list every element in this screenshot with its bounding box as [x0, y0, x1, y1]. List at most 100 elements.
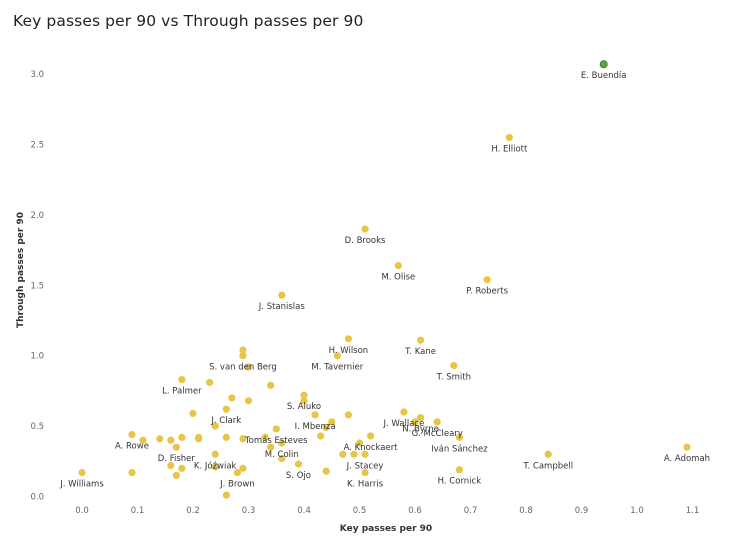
point-label: J. Stacey	[346, 461, 384, 471]
data-point[interactable]	[178, 433, 186, 441]
point-label: P. Roberts	[466, 287, 508, 297]
data-point[interactable]	[128, 468, 136, 477]
data-point[interactable]	[416, 336, 425, 344]
data-point[interactable]	[483, 276, 491, 284]
data-points	[78, 60, 691, 499]
data-point[interactable]	[333, 352, 341, 360]
data-point[interactable]	[328, 418, 336, 426]
data-point[interactable]	[267, 381, 275, 389]
x-tick-label: 0.9	[575, 506, 589, 516]
data-point[interactable]	[433, 418, 441, 426]
data-point[interactable]	[172, 471, 180, 479]
data-point[interactable]	[361, 450, 369, 458]
data-point[interactable]	[344, 335, 352, 343]
data-point[interactable]	[544, 450, 552, 458]
data-point[interactable]	[261, 433, 269, 441]
data-point[interactable]	[355, 439, 364, 447]
data-point[interactable]	[416, 414, 425, 422]
point-label: M. Tavernier	[311, 363, 363, 373]
y-tick-label: 1.0	[30, 352, 44, 362]
data-point[interactable]	[178, 376, 186, 384]
data-point[interactable]	[361, 225, 369, 233]
data-point[interactable]	[239, 346, 247, 354]
data-point[interactable]	[505, 133, 513, 142]
data-point[interactable]	[78, 468, 86, 477]
data-point[interactable]	[278, 439, 286, 447]
data-point[interactable]	[267, 443, 275, 451]
data-point[interactable]	[156, 435, 164, 443]
y-tick-label: 2.0	[30, 211, 44, 221]
data-point[interactable]	[233, 468, 241, 477]
point-label: S. Aluko	[287, 402, 321, 412]
data-point[interactable]	[228, 394, 236, 402]
data-point[interactable]	[272, 425, 280, 433]
data-point[interactable]	[311, 411, 319, 419]
data-point[interactable]	[194, 433, 203, 441]
x-tick-label: 0.6	[408, 506, 422, 516]
x-tick-label: 0.5	[353, 506, 367, 516]
point-label: N. Byrne	[402, 425, 439, 435]
data-point[interactable]	[394, 261, 402, 270]
data-point[interactable]	[211, 450, 219, 458]
data-point[interactable]	[278, 291, 286, 299]
data-point[interactable]	[206, 378, 214, 387]
data-point[interactable]	[411, 418, 419, 426]
x-tick-label: 1.0	[630, 506, 644, 516]
point-label: S. Ojo	[286, 471, 311, 481]
data-point[interactable]	[189, 409, 197, 418]
data-point[interactable]	[361, 468, 369, 477]
point-label: E. Buendía	[581, 71, 627, 81]
point-label: Tomás Esteves	[244, 436, 308, 446]
point-label: D. Brooks	[345, 236, 386, 246]
point-label: G. McCleary	[412, 429, 463, 439]
x-tick-label: 0.7	[464, 506, 478, 516]
data-point[interactable]	[455, 466, 463, 474]
data-point[interactable]	[239, 435, 247, 443]
data-point[interactable]	[278, 454, 286, 463]
data-point[interactable]	[211, 463, 219, 471]
y-tick-label: 1.5	[30, 281, 44, 291]
data-point[interactable]	[317, 432, 325, 440]
data-point[interactable]	[178, 464, 186, 472]
data-point[interactable]	[344, 411, 352, 419]
data-point[interactable]	[128, 430, 136, 439]
data-point[interactable]	[350, 450, 358, 458]
x-tick-label: 0.0	[75, 506, 89, 516]
y-tick-label: 2.5	[30, 141, 44, 151]
data-point[interactable]	[244, 363, 253, 371]
point-label: J. Clark	[210, 416, 241, 426]
data-point[interactable]	[172, 443, 180, 451]
x-tick-label: 0.1	[131, 506, 145, 516]
point-label: H. Wilson	[329, 346, 369, 356]
data-point[interactable]	[244, 397, 253, 405]
data-point[interactable]	[367, 432, 375, 440]
highlighted-data-point[interactable]	[599, 60, 608, 69]
point-label: D. Fisher	[158, 454, 196, 464]
data-point[interactable]	[400, 408, 408, 416]
data-point[interactable]	[683, 443, 691, 451]
data-point[interactable]	[322, 467, 330, 475]
data-point[interactable]	[300, 397, 308, 405]
data-point[interactable]	[450, 361, 458, 370]
point-label: M. Olise	[381, 273, 415, 283]
data-point[interactable]	[139, 436, 147, 444]
data-point[interactable]	[239, 464, 247, 472]
data-point[interactable]	[167, 461, 175, 470]
point-label: I. Mbenza	[295, 422, 336, 432]
point-label: K. Harris	[347, 480, 384, 490]
data-point[interactable]	[294, 460, 303, 468]
data-point[interactable]	[322, 423, 330, 432]
data-point[interactable]	[211, 422, 219, 430]
data-point[interactable]	[455, 433, 463, 441]
data-point[interactable]	[222, 405, 230, 413]
data-point[interactable]	[167, 436, 175, 444]
data-point[interactable]	[239, 352, 247, 360]
y-tick-label: 0.0	[30, 493, 44, 503]
data-point[interactable]	[222, 491, 230, 499]
data-point[interactable]	[300, 391, 308, 399]
data-point[interactable]	[222, 433, 230, 441]
point-label: L. Palmer	[162, 387, 202, 397]
x-tick-label: 0.8	[519, 506, 533, 516]
data-point[interactable]	[339, 450, 347, 458]
